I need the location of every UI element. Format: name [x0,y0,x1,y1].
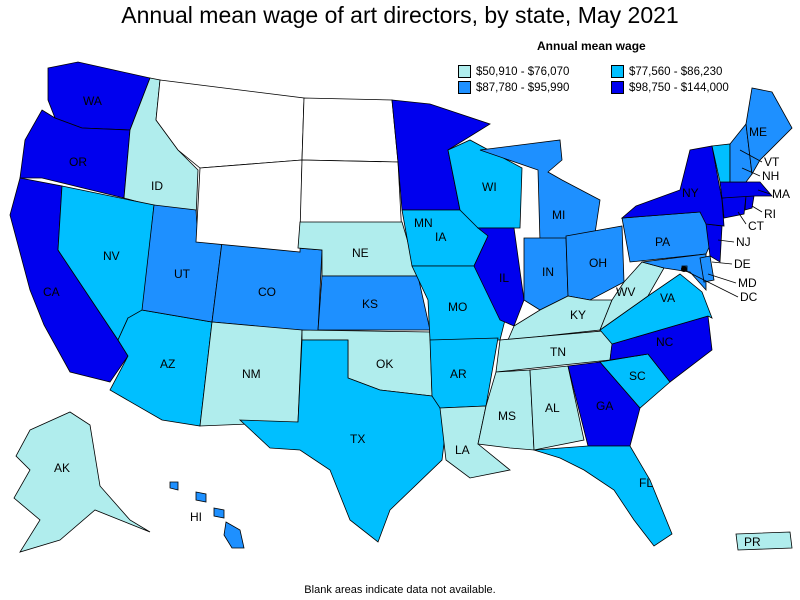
dc-marker [681,266,687,272]
label-pa: PA [655,235,670,249]
state-hi-maui[interactable] [213,507,225,519]
state-labels: WA OR CA ID NV AZ UT CO NM NE KS OK TX M… [43,94,790,549]
state-wy[interactable] [195,159,303,253]
legend-title: Annual mean wage [537,39,646,53]
label-ma: MA [772,187,790,201]
label-al: AL [545,401,560,415]
label-az: AZ [160,357,175,371]
label-hi: HI [190,510,202,524]
legend-item-4: $98,750 - $144,000 [611,81,729,94]
label-mo: MO [448,300,467,314]
state-ga[interactable] [567,361,641,447]
label-tn: TN [550,345,566,359]
legend-item-2: $77,560 - $86,230 [611,65,722,78]
legend-label-3: $87,780 - $95,990 [476,81,570,94]
state-il[interactable] [473,227,525,327]
state-hi-oahu[interactable] [195,491,207,503]
state-tx[interactable] [238,339,449,543]
label-nj: NJ [736,235,751,249]
label-ne: NE [352,246,369,260]
label-ar: AR [450,367,467,381]
legend-item-1: $50,910 - $76,070 [458,65,569,78]
legend-label-4: $98,750 - $144,000 [629,81,729,94]
label-ks: KS [362,297,378,311]
label-me: ME [749,125,767,139]
label-ct: CT [748,219,765,233]
label-va: VA [660,291,675,305]
label-pr: PR [744,535,761,549]
label-ga: GA [596,399,613,413]
label-sc: SC [629,369,646,383]
state-me[interactable] [745,87,793,176]
state-de[interactable] [699,255,715,283]
state-wi[interactable] [447,139,523,229]
legend-item-3: $87,780 - $95,990 [458,81,569,94]
state-ct[interactable] [721,195,747,219]
label-vt: VT [764,155,780,169]
label-tx: TX [350,432,365,446]
state-hi[interactable] [223,521,245,549]
label-wv: WV [616,285,635,299]
label-ak: AK [54,461,70,475]
label-dc: DC [740,290,758,304]
label-or: OR [69,155,87,169]
label-in: IN [542,265,554,279]
legend-label-1: $50,910 - $76,070 [476,65,570,78]
legend-swatch-1 [458,65,471,78]
label-wa: WA [83,94,102,108]
label-md: MD [738,276,757,290]
state-al[interactable] [529,365,585,451]
label-wi: WI [482,180,497,194]
label-de: DE [734,257,751,271]
label-co: CO [258,285,276,299]
label-ms: MS [498,409,516,423]
state-oh[interactable] [565,225,625,301]
label-nc: NC [656,335,674,349]
state-ak[interactable] [13,411,151,553]
label-nm: NM [242,367,261,381]
label-mi: MI [552,208,565,222]
state-fl[interactable] [533,445,673,547]
state-pr[interactable] [735,531,793,551]
legend-label-2: $77,560 - $86,230 [629,65,723,78]
label-fl: FL [639,476,653,490]
map-title: Annual mean wage of art directors, by st… [121,2,679,28]
label-ut: UT [174,267,191,281]
leader-lines [685,149,771,298]
legend-swatch-4 [611,81,624,94]
label-il: IL [499,271,509,285]
state-hi-kauai[interactable] [169,481,179,491]
state-ma[interactable] [719,181,773,199]
label-ok: OK [376,357,393,371]
label-ca: CA [43,285,60,299]
label-ky: KY [570,308,586,322]
label-mn: MN [414,216,433,230]
label-ny: NY [682,186,699,200]
state-mi[interactable] [479,139,601,243]
label-id: ID [151,179,163,193]
state-ri[interactable] [744,195,755,211]
state-md[interactable] [641,253,707,292]
label-nv: NV [103,249,120,263]
state-ny[interactable] [620,145,725,227]
state-nd[interactable] [301,97,399,163]
footnote: Blank areas indicate data not available. [304,584,496,596]
legend-swatch-2 [611,65,624,78]
label-oh: OH [589,256,607,270]
label-ia: IA [435,230,446,244]
state-nh[interactable] [729,123,753,183]
label-ri: RI [764,207,776,221]
label-la: LA [455,443,470,457]
label-nh: NH [762,169,779,183]
legend-swatch-3 [458,81,471,94]
